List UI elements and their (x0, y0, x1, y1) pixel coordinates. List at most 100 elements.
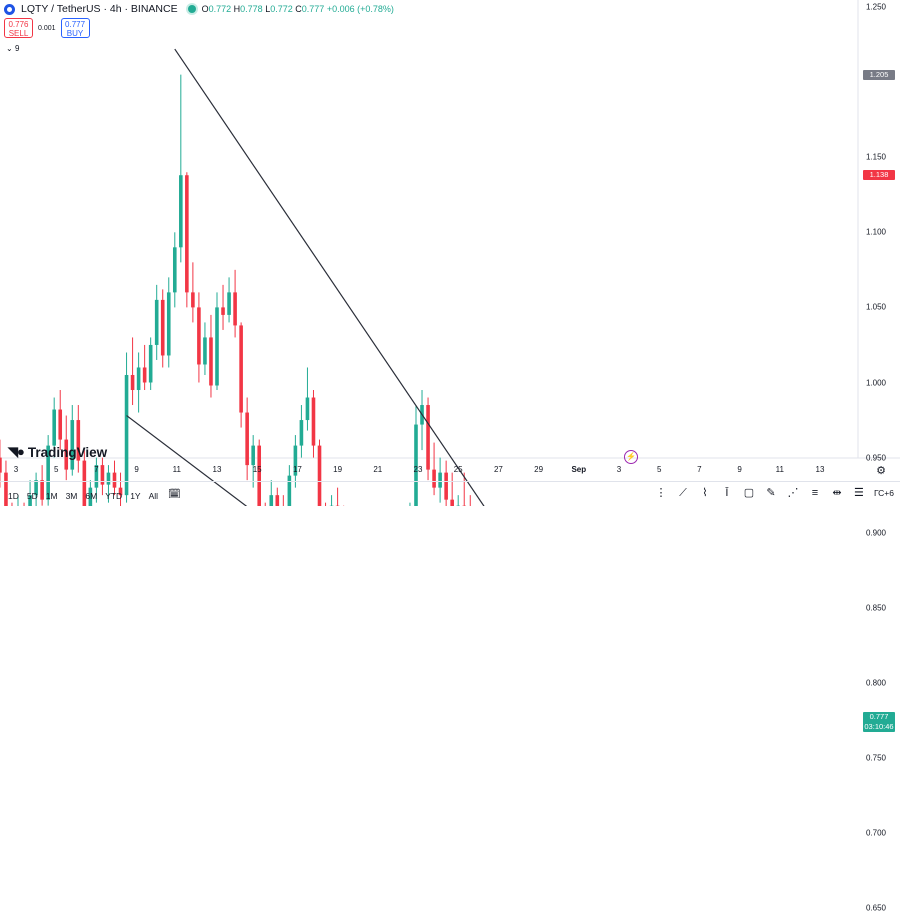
candle-up (227, 292, 231, 315)
price-tick-label: 0.900 (866, 528, 886, 537)
range-button-ytd[interactable]: YTD (105, 491, 122, 501)
range-button-1m[interactable]: 1M (46, 491, 58, 501)
time-tick-label: 9 (134, 465, 138, 474)
range-button-5d[interactable]: 5D (27, 491, 38, 501)
brush-tool-icon[interactable]: ✎ (764, 486, 778, 500)
price-tick-label: 1.250 (866, 3, 886, 12)
time-tick-label: Sep (571, 465, 586, 474)
candle-up (300, 420, 304, 446)
candle-up (203, 337, 207, 364)
candle-down (185, 175, 189, 292)
time-tick-label: 13 (816, 465, 825, 474)
range-button-1y[interactable]: 1Y (130, 491, 140, 501)
settings-gear-icon[interactable]: ⚙ (876, 464, 886, 477)
candle-down (312, 398, 316, 446)
calendar-icon[interactable]: 🗓 (168, 489, 181, 500)
time-tick-label: 21 (373, 465, 382, 474)
time-tick-label: 29 (534, 465, 543, 474)
fib-tool-icon[interactable]: ≡ (808, 486, 822, 500)
candle-down (143, 367, 147, 382)
ohlc-readout: O0.772 H0.778 L0.772 C0.777 +0.006 (+0.7… (202, 4, 394, 14)
time-tick-label: 9 (737, 465, 741, 474)
candle-up (215, 307, 219, 385)
candle-down (209, 337, 213, 385)
lightning-icon[interactable]: ⚡ (624, 450, 638, 464)
time-tick-label: 3 (617, 465, 621, 474)
candle-down (161, 300, 165, 356)
symbol-title[interactable]: LQTY / TetherUS · 4h · BINANCE (21, 3, 178, 15)
price-tick-label: 0.950 (866, 453, 886, 462)
price-tick-label: 1.100 (866, 228, 886, 237)
candle-down (0, 458, 2, 473)
price-tick-label: 0.850 (866, 603, 886, 612)
candle-down (131, 375, 135, 390)
price-tick-label: 1.150 (866, 153, 886, 162)
bar-countdown: 03:10:46 (863, 722, 895, 732)
candle-down (58, 410, 62, 440)
trendline-tool-icon[interactable]: ⟋ (676, 486, 690, 500)
path-tool-icon[interactable]: ⌇ (698, 486, 712, 500)
price-tick-label: 0.650 (866, 904, 886, 913)
drag-handle-icon[interactable]: ⋮ (654, 486, 668, 500)
price-tick-label: 0.750 (866, 754, 886, 763)
rectangle-tool-icon[interactable]: ▢ (742, 486, 756, 500)
price-label-badge: 1.138 (863, 170, 895, 180)
text-tool-icon[interactable]: Ī (720, 486, 734, 500)
price-label-badge: 1.205 (863, 70, 895, 80)
candle-up (251, 446, 255, 466)
pitchfork-tool-icon[interactable]: ⋰ (786, 486, 800, 500)
candlestick-chart[interactable] (0, 0, 900, 506)
candle-up (52, 410, 56, 446)
time-tick-label: 11 (776, 465, 784, 474)
price-tick-label: 1.000 (866, 378, 886, 387)
forecast-tool-icon[interactable]: ☰ (852, 486, 866, 500)
candle-up (179, 175, 183, 247)
symbol-logo-icon (4, 4, 15, 15)
range-button-1d[interactable]: 1D (8, 491, 19, 501)
time-tick-label: 17 (293, 465, 302, 474)
timezone-label[interactable]: ГС+6 (874, 488, 894, 498)
time-tick-label: 7 (94, 465, 98, 474)
candle-down (239, 325, 243, 412)
upper-trendline (175, 49, 639, 506)
measure-tool-icon[interactable]: ⇹ (830, 486, 844, 500)
range-button-3m[interactable]: 3M (66, 491, 78, 501)
candle-up (306, 398, 310, 421)
time-tick-label: 25 (454, 465, 463, 474)
candle-up (167, 292, 171, 355)
time-tick-label: 23 (414, 465, 423, 474)
range-button-all[interactable]: All (149, 491, 158, 501)
price-tick-label: 1.050 (866, 303, 886, 312)
time-tick-label: 3 (14, 465, 18, 474)
candle-up (173, 247, 177, 292)
candle-down (221, 307, 225, 315)
spread-value: 0.001 (38, 25, 56, 32)
time-tick-label: 5 (657, 465, 661, 474)
candle-up (125, 375, 129, 495)
price-tick-label: 0.800 (866, 678, 886, 687)
time-tick-label: 27 (494, 465, 503, 474)
indicator-toggle[interactable]: ⌄ 9 (6, 44, 19, 53)
candle-down (245, 413, 249, 466)
range-button-6m[interactable]: 6M (85, 491, 97, 501)
candle-down (197, 307, 201, 364)
candle-down (233, 292, 237, 325)
time-tick-label: 15 (253, 465, 262, 474)
tradingview-logo: ◥● TradingView (8, 444, 107, 460)
market-status-icon (188, 5, 196, 13)
time-tick-label: 11 (173, 465, 181, 474)
tradingview-mark-icon: ◥● (8, 444, 24, 460)
time-tick-label: 13 (213, 465, 222, 474)
chart-header: LQTY / TetherUS · 4h · BINANCE O0.772 H0… (4, 3, 394, 15)
time-tick-label: 19 (333, 465, 342, 474)
candle-down (191, 292, 195, 307)
price-change: +0.006 (+0.78%) (327, 4, 394, 14)
time-tick-label: 7 (697, 465, 701, 474)
candle-up (155, 300, 159, 345)
price-tick-label: 0.700 (866, 829, 886, 838)
drawing-tools: ⋮ ⟋ ⌇ Ī ▢ ✎ ⋰ ≡ ⇹ ☰ ГС+6 (654, 486, 894, 500)
